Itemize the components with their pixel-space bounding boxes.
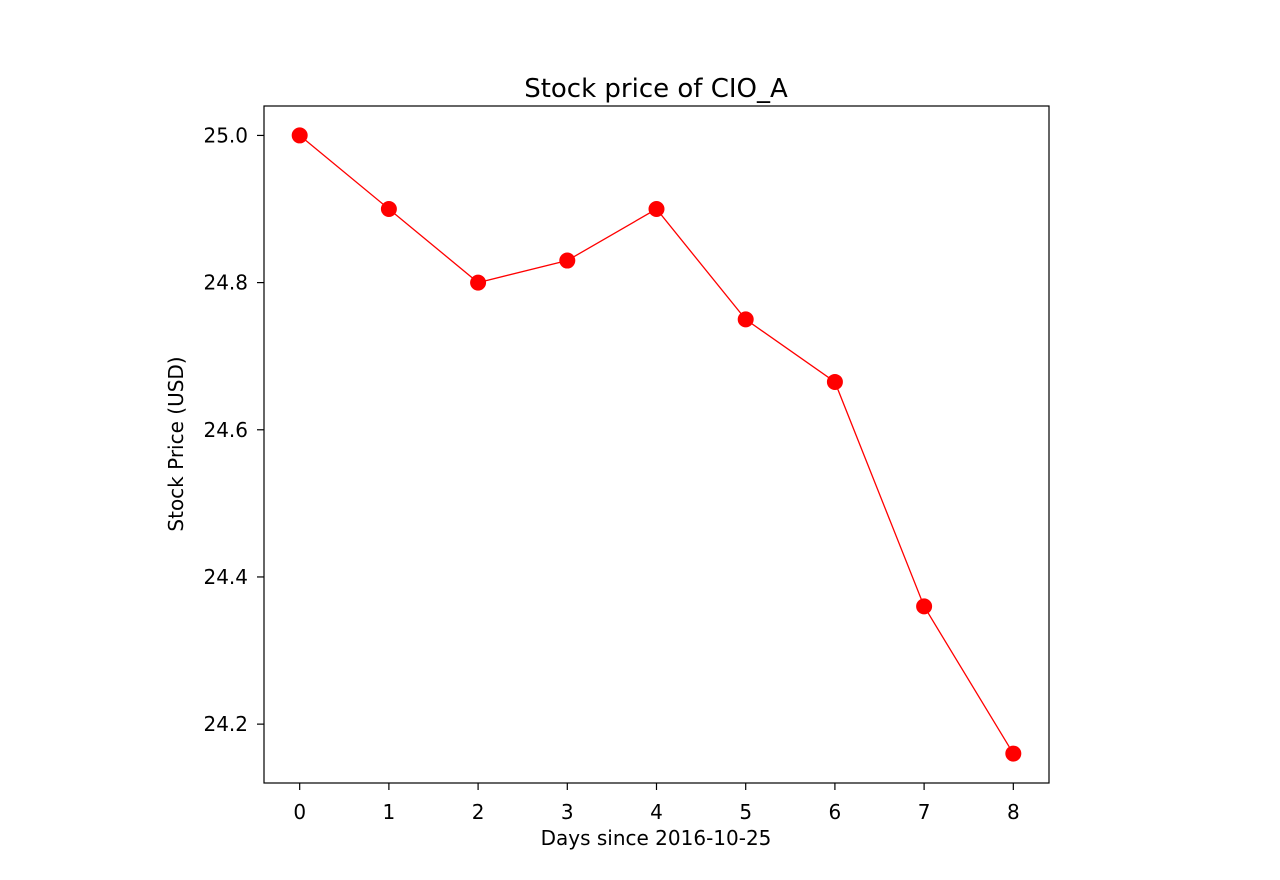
x-axis-label: Days since 2016-10-25 bbox=[541, 826, 772, 850]
data-point bbox=[559, 252, 576, 269]
data-point bbox=[826, 373, 843, 390]
data-point bbox=[737, 311, 754, 328]
series-markers bbox=[291, 127, 1022, 762]
x-axis: 0 1 2 3 4 5 6 7 8 bbox=[293, 783, 1020, 824]
data-point bbox=[1005, 745, 1022, 762]
y-tick-label: 25.0 bbox=[203, 123, 248, 147]
data-point bbox=[916, 598, 933, 615]
y-axis: 24.2 24.4 24.6 24.8 25.0 bbox=[203, 123, 264, 736]
data-point bbox=[470, 274, 487, 291]
x-tick-label: 2 bbox=[472, 800, 485, 824]
x-tick-label: 8 bbox=[1007, 800, 1020, 824]
y-axis-label: Stock Price (USD) bbox=[164, 356, 188, 531]
y-tick-label: 24.2 bbox=[203, 712, 248, 736]
x-tick-label: 5 bbox=[739, 800, 752, 824]
x-tick-label: 3 bbox=[561, 800, 574, 824]
x-tick-label: 6 bbox=[829, 800, 842, 824]
x-tick-label: 0 bbox=[293, 800, 306, 824]
x-tick-label: 7 bbox=[918, 800, 931, 824]
data-point bbox=[291, 127, 308, 144]
data-point bbox=[380, 201, 397, 218]
y-tick-label: 24.4 bbox=[203, 565, 248, 589]
data-point bbox=[648, 201, 665, 218]
series-line bbox=[299, 134, 1014, 754]
y-tick-label: 24.6 bbox=[203, 418, 248, 442]
x-tick-label: 4 bbox=[650, 800, 663, 824]
y-tick-label: 24.8 bbox=[203, 271, 248, 295]
chart-title: Stock price of CIO_A bbox=[524, 74, 788, 104]
x-tick-label: 1 bbox=[383, 800, 396, 824]
